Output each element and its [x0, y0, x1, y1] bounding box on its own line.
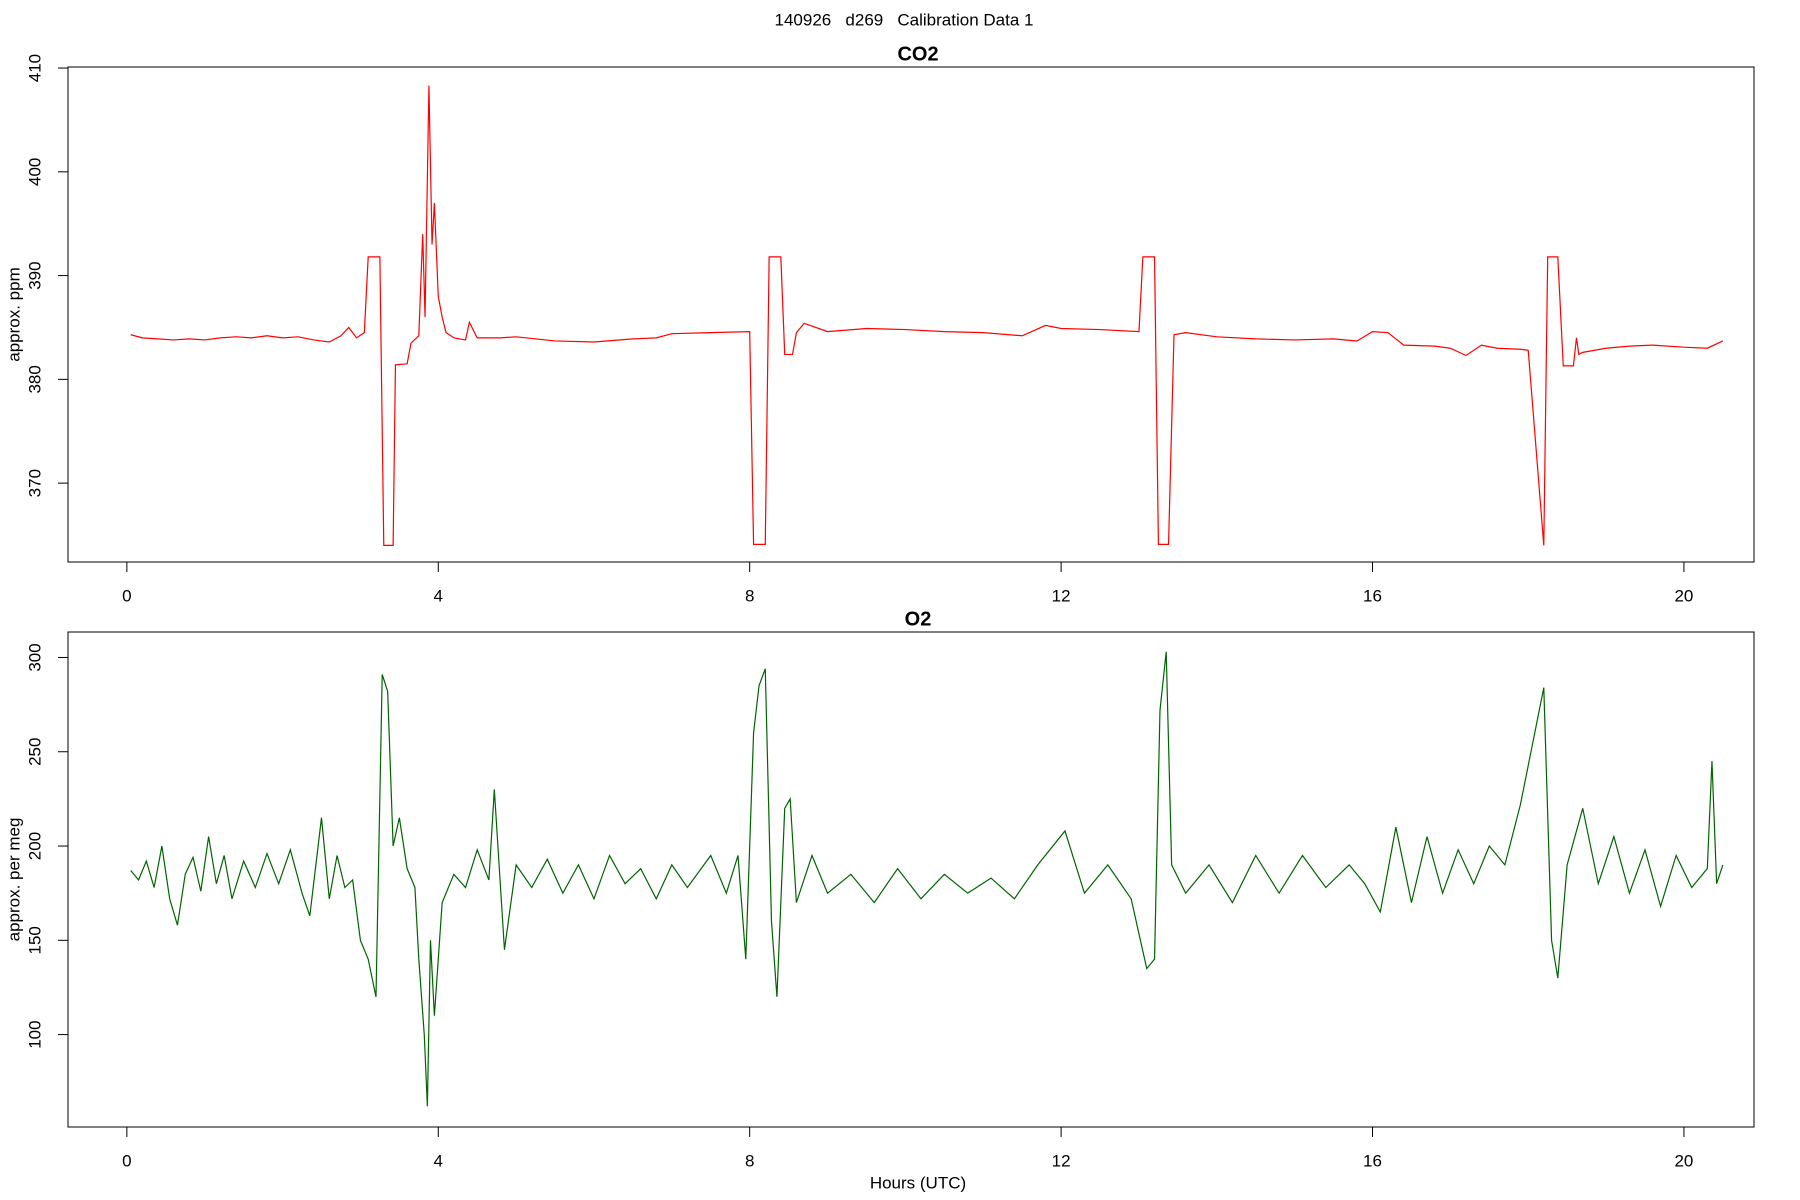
x-tick-label: 20: [1674, 586, 1693, 605]
x-tick-label: 16: [1363, 1151, 1382, 1170]
y-tick-label: 150: [25, 926, 44, 954]
x-tick-label: 8: [745, 586, 754, 605]
x-tick-label: 4: [434, 1151, 443, 1170]
y-tick-label: 200: [25, 832, 44, 860]
y-tick-label: 380: [25, 365, 44, 393]
plot-frame: [67, 631, 1755, 1128]
x-tick-label: 8: [745, 1151, 754, 1170]
y-tick-label: 390: [25, 261, 44, 289]
y-axis-label: approx. per meg: [4, 818, 23, 942]
x-tick-label: 12: [1052, 586, 1071, 605]
data-line: [130, 85, 1724, 546]
plot-frame: [67, 66, 1755, 563]
x-tick-label: 16: [1363, 586, 1382, 605]
data-line: [130, 651, 1724, 1107]
y-tick-label: 250: [25, 738, 44, 766]
x-axis-label: Hours (UTC): [870, 1173, 966, 1192]
y-tick-label: 410: [25, 54, 44, 82]
y-tick-label: 100: [25, 1020, 44, 1048]
x-tick-label: 12: [1052, 1151, 1071, 1170]
figure-title: 140926 d269 Calibration Data 1: [775, 10, 1034, 29]
panel-title: CO2: [897, 43, 938, 65]
y-axis-label: approx. ppm: [4, 267, 23, 362]
panel-title: O2: [905, 608, 932, 630]
x-tick-label: 0: [122, 1151, 131, 1170]
x-tick-label: 20: [1674, 1151, 1693, 1170]
x-tick-label: 0: [122, 586, 131, 605]
y-tick-label: 300: [25, 643, 44, 671]
y-tick-label: 400: [25, 158, 44, 186]
x-tick-label: 4: [434, 586, 443, 605]
y-tick-label: 370: [25, 469, 44, 497]
